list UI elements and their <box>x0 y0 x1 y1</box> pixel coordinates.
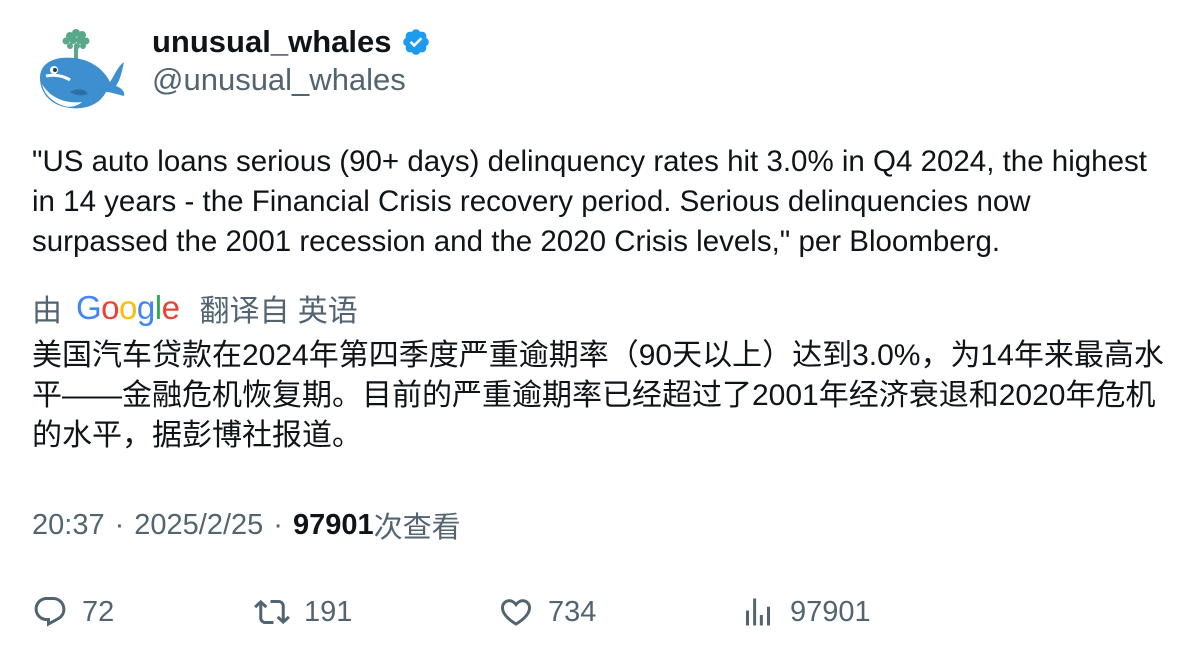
verified-badge-icon <box>403 29 430 55</box>
user-name-row[interactable]: unusual_whales <box>152 22 431 62</box>
retweet-button[interactable]: 191 <box>254 590 352 634</box>
tweet-meta: 20:37 · 2025/2/25 · 97901 次查看 <box>32 504 461 546</box>
avatar[interactable] <box>30 26 126 112</box>
user-handle[interactable]: @unusual_whales <box>152 62 406 97</box>
views-count: 97901 <box>292 508 374 541</box>
retweet-count: 191 <box>304 595 353 628</box>
meta-separator: · <box>273 508 283 541</box>
analytics-icon <box>746 598 770 626</box>
tweet-text: "US auto loans serious (90+ days) delinq… <box>32 145 1147 258</box>
like-count: 734 <box>548 595 597 628</box>
translation-source-label: 翻译自 英语 <box>199 295 358 328</box>
reply-icon <box>34 597 66 627</box>
heart-icon <box>500 599 532 626</box>
translation-prefix: 由 <box>32 295 62 328</box>
translation-attribution: 由 Google 翻译自 英语 <box>32 286 358 330</box>
translated-text: 美国汽车贷款在2024年第四季度严重逾期率（90天以上）达到3.0%，为14年来… <box>32 339 1164 452</box>
reply-button[interactable]: 72 <box>32 590 114 634</box>
views-label: 次查看 <box>373 512 461 544</box>
tweet-time[interactable]: 20:37 <box>32 508 105 541</box>
whale-icon <box>40 29 125 109</box>
views-action-count: 97901 <box>790 595 871 628</box>
google-logo: Google <box>76 289 180 326</box>
action-bar: 72 191 734 97901 <box>32 590 1172 634</box>
meta-separator: · <box>114 508 125 541</box>
retweet-icon <box>254 599 290 625</box>
views-button[interactable]: 97901 <box>740 590 871 634</box>
reply-count: 72 <box>82 595 115 628</box>
like-button[interactable]: 734 <box>498 590 596 634</box>
display-name[interactable]: unusual_whales <box>152 24 392 59</box>
tweet-date[interactable]: 2025/2/25 <box>134 508 264 541</box>
